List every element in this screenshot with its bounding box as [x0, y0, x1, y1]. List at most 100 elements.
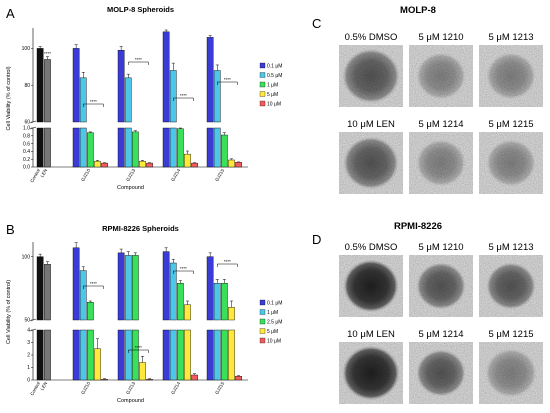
- chart-title: RPMI-8226 Spheroids: [102, 224, 179, 233]
- x-category-label: GJ214: [170, 381, 181, 396]
- bar-0: [72, 127, 80, 168]
- bar-1: [79, 77, 87, 123]
- bar-4: [235, 376, 242, 381]
- x-category-label: GJ213: [125, 381, 136, 396]
- y-tick-label: 100: [22, 46, 31, 52]
- bar-2: [86, 302, 94, 321]
- x-category-label: GJ213: [125, 168, 136, 183]
- bar-0: [72, 247, 80, 321]
- y-tick-label: 1.0: [23, 126, 30, 132]
- x-category-label: GJ210: [80, 168, 91, 183]
- bar-3: [184, 329, 191, 381]
- photo-label: 10 μM LEN: [347, 329, 395, 340]
- photo-texture: [479, 45, 543, 107]
- bar-0: [117, 329, 125, 381]
- y-tick-label: 1: [27, 365, 30, 371]
- bar-control: [44, 59, 51, 123]
- photo-label: 10 μM LEN: [347, 119, 395, 130]
- photo-texture: [409, 132, 473, 194]
- y-tick-label: 0.8: [23, 134, 30, 140]
- legend-label: 1 μM: [267, 310, 278, 316]
- photo-panel-title: RPMI-8226: [394, 221, 442, 232]
- photo-texture: [339, 342, 403, 404]
- bar-4: [146, 379, 153, 381]
- legend-swatch: [259, 309, 266, 315]
- photo-label: 5 μM 1213: [488, 242, 533, 253]
- photo-label: 0.5% DMSO: [345, 242, 398, 253]
- bar-4: [146, 162, 153, 168]
- bar-1: [169, 127, 177, 168]
- x-category-label: LEN: [40, 381, 49, 391]
- y-axis-label: Cell Viability (% of control): [6, 280, 12, 344]
- bar-2: [86, 132, 94, 168]
- x-category-label: Control: [29, 168, 41, 183]
- panel-letter-a: A: [6, 6, 15, 21]
- bar-3: [139, 160, 146, 168]
- x-category-label: GJ215: [214, 381, 225, 396]
- significance-bracket: [173, 97, 194, 101]
- significance-bracket: [173, 270, 194, 274]
- photo-panel-title: MOLP-8: [400, 5, 436, 16]
- legend-label: 5 μM: [267, 92, 278, 98]
- significance-label: ****: [224, 259, 231, 264]
- bar-control: [44, 329, 51, 381]
- photo-label: 5 μM 1215: [488, 119, 533, 130]
- significance-label: ****: [224, 77, 231, 82]
- bar-3: [228, 159, 235, 168]
- y-tick-label: 0.4: [23, 149, 30, 155]
- bar-1: [169, 329, 177, 381]
- significance-bracket: [217, 81, 238, 85]
- legend-swatch: [259, 81, 266, 88]
- bar-0: [117, 50, 125, 123]
- bar-1: [79, 127, 87, 168]
- photo-label: 5 μM 1215: [488, 329, 533, 340]
- significance-label: ****: [135, 57, 142, 62]
- bar-1: [213, 329, 221, 381]
- y-tick-label: 0: [27, 378, 30, 384]
- bar-0: [117, 252, 125, 321]
- bar-0: [162, 31, 170, 123]
- photo-texture: [339, 132, 403, 194]
- y-tick-label: 50: [24, 318, 30, 324]
- photo-texture: [479, 255, 543, 317]
- bar-control: [36, 256, 44, 321]
- x-axis-label: Compound: [117, 398, 144, 404]
- bar-1: [213, 283, 221, 321]
- bar-4: [235, 162, 242, 168]
- bar-control: [44, 127, 51, 168]
- significance-label: ****: [180, 266, 187, 271]
- bar-0: [162, 251, 170, 321]
- photo-label: 5 μM 1214: [418, 329, 463, 340]
- bar-2: [131, 131, 139, 168]
- chart-rpmi8226: RPMI-8226 Spheroids 50 100 0 1 2 3 4 Cell Viabil…: [6, 224, 282, 404]
- photo-label: 0.5% DMSO: [345, 32, 398, 43]
- bar-0: [117, 127, 125, 168]
- legend-label: 10 μM: [267, 101, 281, 107]
- bar-1: [213, 70, 221, 123]
- legend-swatch: [259, 299, 266, 306]
- y-axis-label: Cell Viability (% of control): [6, 66, 12, 130]
- bar-4: [101, 162, 108, 168]
- photo-texture: [409, 45, 473, 107]
- bar-3: [228, 307, 235, 321]
- photo-texture: [409, 255, 473, 317]
- bar-0: [162, 329, 170, 381]
- legend-swatch: [259, 337, 266, 344]
- bar-1: [79, 270, 87, 321]
- panel-letter-d: D: [312, 232, 321, 247]
- legend-label: 0.5 μM: [267, 73, 282, 79]
- bar-2: [131, 329, 139, 381]
- y-tick-label: 60: [24, 120, 30, 126]
- bar-3: [94, 348, 101, 381]
- significance-label: ****: [135, 345, 142, 350]
- legend-label: 2.5 μM: [267, 319, 282, 325]
- bar-4: [101, 379, 108, 381]
- significance-label: ****: [90, 99, 97, 104]
- bar-1: [124, 77, 132, 123]
- x-category-label: GJ210: [80, 381, 91, 396]
- significance-bracket: [217, 263, 238, 267]
- photo-label: 5 μM 1210: [418, 242, 463, 253]
- x-category-label: GJ215: [214, 168, 225, 183]
- photo-texture: [479, 342, 543, 404]
- y-tick-label: 4: [27, 328, 30, 334]
